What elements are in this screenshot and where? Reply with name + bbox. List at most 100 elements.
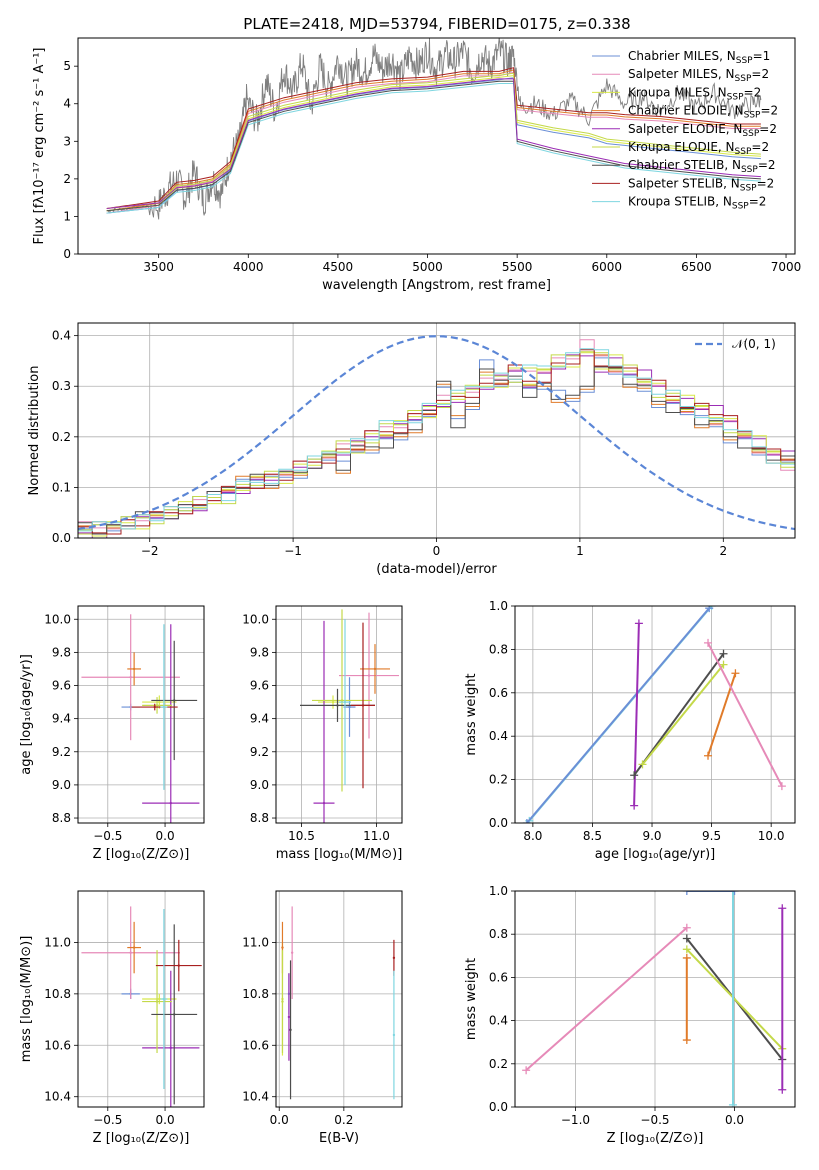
data-point	[169, 801, 172, 805]
x-axis-label: Z [log₁₀(Z/Z⊙)]	[93, 847, 190, 862]
figure-title: PLATE=2418, MJD=53794, FIBERID=0175, z=0…	[243, 15, 630, 33]
y-tick-label: 9.4	[52, 712, 71, 726]
data-point	[290, 951, 294, 954]
y-tick-label: 0.0	[52, 531, 71, 545]
legend-entry-count: =2	[749, 195, 767, 209]
weight-marker	[638, 760, 647, 769]
weight-line	[707, 672, 737, 757]
data-point	[155, 704, 159, 707]
legend-entry: Kroupa MILES, NSSP=2	[628, 85, 761, 102]
x-tick-label: 0.0	[156, 1113, 175, 1127]
y-tick-label: 9.4	[250, 712, 269, 726]
legend-entry-name: Kroupa ELODIE, N	[628, 140, 735, 154]
residual-marks	[78, 335, 795, 538]
x-tick-label: 4500	[323, 260, 354, 274]
age-vs-mass-axes: 10.5 11.0 8.8 9.0 9.2 9.4 9.6 9.8 10.0 mass [log₁…	[242, 606, 402, 862]
mass-vs-EBV-frame	[275, 890, 403, 1108]
weight-marker	[778, 904, 787, 913]
model-spectrum-line	[106, 72, 761, 209]
x-tick-label: 8.0	[523, 829, 542, 843]
data-point	[336, 704, 339, 707]
data-point	[153, 705, 156, 709]
y-tick-label: 0.0	[489, 1100, 508, 1114]
residuals-frame	[77, 322, 796, 539]
spectrum-frame	[77, 37, 796, 255]
data-point	[392, 956, 396, 960]
data-point	[162, 997, 166, 1001]
legend-entry-sub: SSP	[740, 183, 757, 193]
y-tick-label: 10.8	[242, 987, 269, 1001]
weight-marker	[728, 891, 737, 895]
gaussian-curve	[78, 335, 795, 531]
x-tick-label: 10.5	[288, 829, 315, 843]
weight-vs-age-axes: 8.0 8.5 9.0 9.5 10.0 0.0 0.2 0.4 0.6 0.8 1.0 age [l…	[464, 599, 795, 862]
y-tick-label: 11.0	[44, 935, 71, 949]
data-spectrum-line	[106, 38, 762, 220]
data-point	[173, 699, 176, 702]
x-tick-label: 8.5	[583, 829, 602, 843]
x-tick-label: 1	[576, 544, 584, 558]
model-spectrum-line	[106, 78, 761, 209]
legend-entry-count: =2	[758, 158, 776, 172]
y-tick-label: 9.0	[250, 778, 269, 792]
x-axis-label: Z [log₁₀(Z/Z⊙)]	[93, 1131, 190, 1146]
x-tick-label: 3500	[143, 260, 174, 274]
legend-entry-sub: SSP	[735, 147, 752, 157]
mass-vs-Z-frame	[77, 890, 205, 1108]
legend-entry-count: =2	[760, 104, 778, 118]
y-tick-label: 9.2	[250, 745, 269, 759]
model-spectrum-line	[106, 83, 761, 214]
age-vs-mass-marks	[300, 609, 399, 823]
x-axis-label: age [log₁₀(age/yr)]	[595, 847, 716, 862]
y-tick-label: 0.2	[489, 773, 508, 787]
y-tick-label: 9.6	[250, 679, 269, 693]
data-point	[281, 946, 284, 949]
y-axis-label: Normed distribution	[27, 366, 42, 496]
x-tick-label: 5500	[502, 260, 533, 274]
weight-marker	[705, 606, 714, 613]
weight-vs-Z-marks	[522, 891, 787, 1107]
y-tick-label: 0.2	[489, 1057, 508, 1071]
x-tick-label: 9.5	[702, 829, 721, 843]
legend-entry-count: =2	[751, 67, 769, 81]
weight-vs-age-frame	[514, 605, 796, 824]
y-tick-label: 1.0	[489, 599, 508, 613]
x-axis-label: wavelength [Angstrom, rest frame]	[322, 278, 551, 293]
legend-entry-sub: SSP	[732, 202, 749, 212]
weight-marker	[719, 660, 728, 669]
data-point	[173, 1013, 176, 1016]
data-point	[177, 964, 180, 967]
age-vs-Z-marks	[81, 614, 200, 823]
data-point	[132, 946, 136, 949]
y-tick-label: 10.4	[242, 1090, 269, 1104]
model-spectrum-line	[106, 69, 761, 212]
data-point	[289, 1028, 292, 1032]
data-point	[331, 700, 335, 704]
y-tick-label: 10.0	[242, 612, 269, 626]
spectrum-axes: 3500 4000 4500 5000 5500 6000 6500 7000 0 1 2 3 4 5 wa…	[32, 48, 801, 294]
weight-marker	[731, 669, 740, 678]
x-tick-label: −1.0	[561, 1113, 590, 1127]
data-point	[287, 1015, 291, 1019]
legend-entry: Salpeter ELODIE, NSSP=2	[628, 122, 777, 139]
y-tick-label: 9.8	[250, 645, 269, 659]
y-tick-label: 10.6	[44, 1038, 71, 1052]
legend-entry-count: =2	[751, 140, 769, 154]
y-tick-label: 10.6	[242, 1038, 269, 1052]
x-tick-label: −0.5	[640, 1113, 669, 1127]
mass-vs-Z-axes: −0.5 0.0 10.4 10.6 10.8 11.0 Z [log₁₀(Z/Z⊙)] ma…	[19, 891, 204, 1146]
weight-line	[633, 623, 640, 806]
legend-entry-count: =2	[744, 85, 762, 99]
weight-marker	[682, 934, 691, 943]
legend-entry: Chabrier ELODIE, NSSP=2	[628, 104, 778, 121]
y-tick-label: 9.2	[52, 745, 71, 759]
y-tick-label: 0.3	[52, 379, 71, 393]
y-tick-label: 9.8	[52, 645, 71, 659]
legend-entry-count: =2	[757, 176, 775, 190]
weight-marker	[522, 1066, 531, 1075]
weight-marker	[682, 891, 691, 895]
y-axis-label: age [log₁₀(age/yr)]	[19, 654, 34, 775]
y-tick-label: 4	[63, 97, 71, 111]
x-tick-label: 5000	[412, 260, 443, 274]
